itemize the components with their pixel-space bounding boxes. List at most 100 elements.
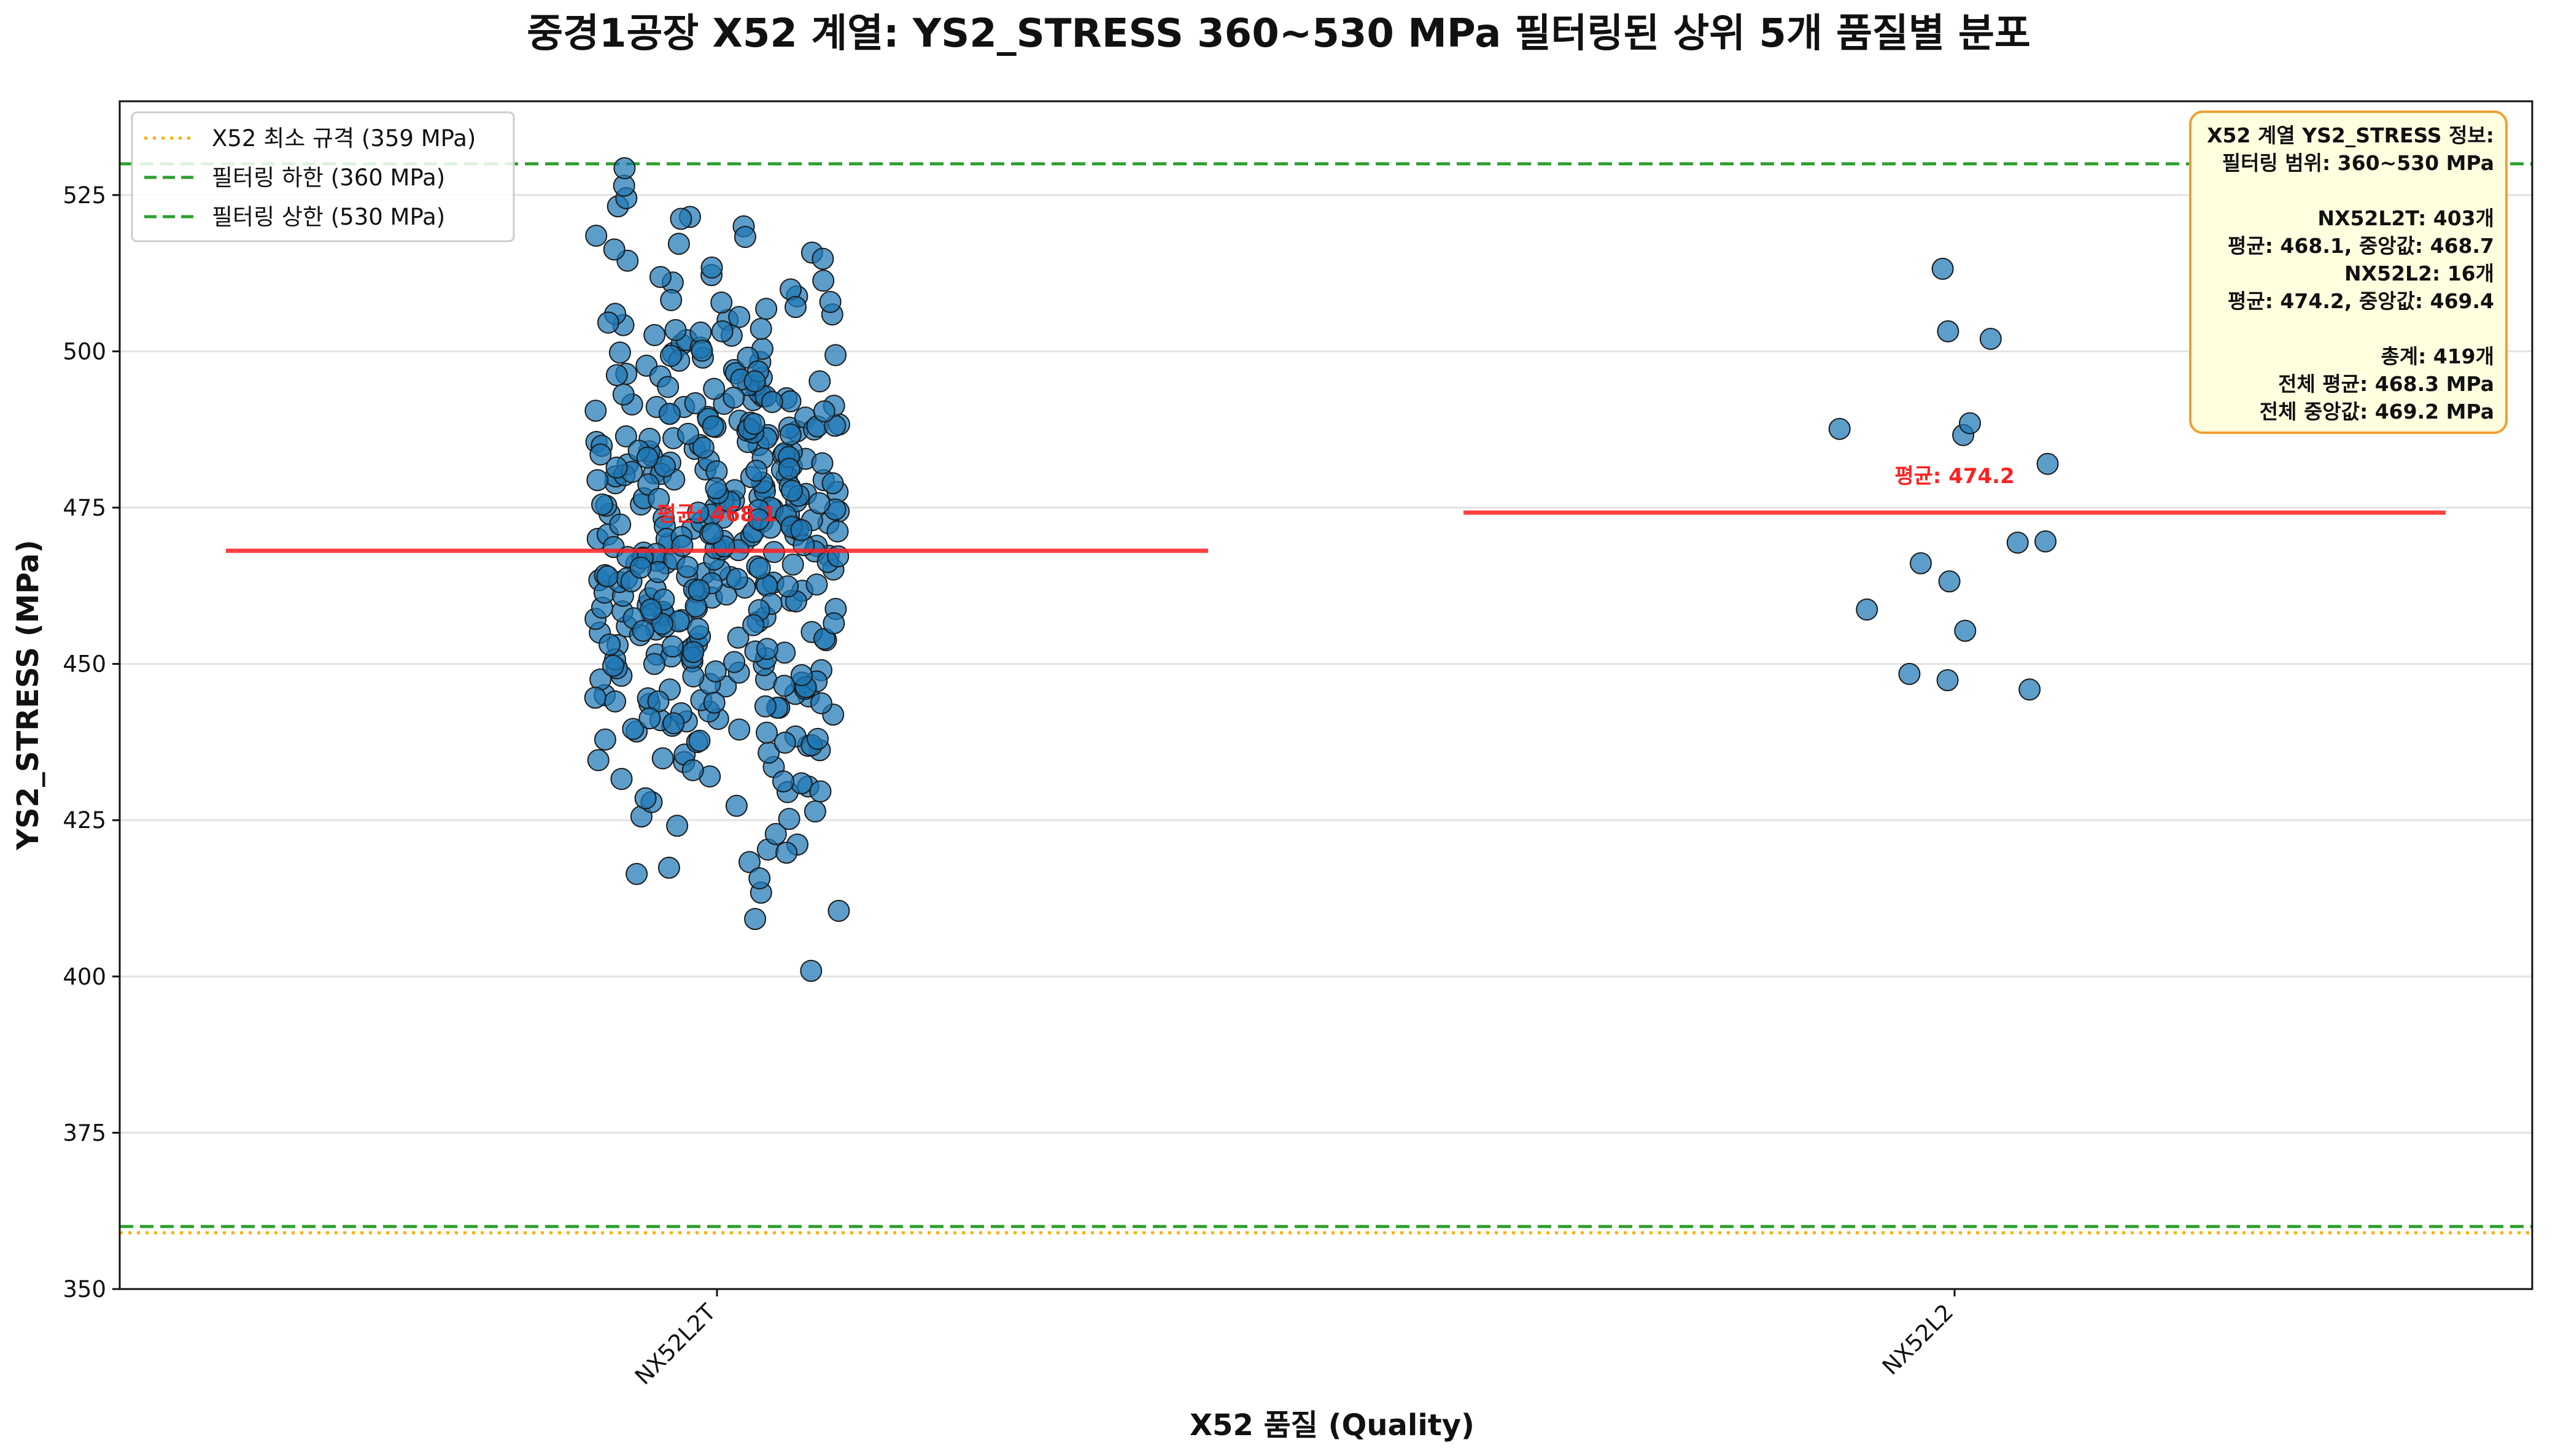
data-point <box>727 626 750 649</box>
data-point <box>677 422 699 445</box>
data-point <box>1856 598 1878 621</box>
data-point <box>671 535 694 557</box>
data-point <box>584 686 607 709</box>
mean-label: 평균: 474.2 <box>1894 464 2015 489</box>
info-box-line: 총계: 419개 <box>2381 344 2494 368</box>
data-point <box>591 493 613 516</box>
data-point <box>705 477 727 500</box>
data-point <box>640 598 662 621</box>
data-point <box>775 842 798 864</box>
data-point <box>609 513 632 536</box>
data-point <box>614 425 637 447</box>
data-point <box>779 423 802 446</box>
data-point <box>800 959 823 982</box>
data-point <box>586 469 609 492</box>
data-point <box>584 400 607 422</box>
data-point <box>726 568 748 591</box>
data-point <box>1910 552 1932 575</box>
data-point <box>808 492 831 514</box>
data-point <box>812 247 834 270</box>
data-point <box>651 747 674 770</box>
data-point <box>587 749 610 772</box>
data-point <box>604 690 626 713</box>
data-point <box>756 638 778 660</box>
data-point <box>809 780 832 803</box>
y-tick-label: 425 <box>63 807 106 834</box>
legend-label: 필터링 하한 (360 MPa) <box>212 165 445 191</box>
data-point <box>813 400 835 423</box>
data-point <box>597 311 619 334</box>
data-point <box>676 556 699 578</box>
data-point <box>812 269 835 292</box>
data-point <box>605 364 628 387</box>
data-point <box>773 675 796 697</box>
data-point <box>596 565 619 587</box>
data-point <box>742 614 765 637</box>
data-point <box>643 323 666 346</box>
data-point <box>654 455 676 478</box>
data-point <box>603 238 626 261</box>
data-point <box>745 459 768 482</box>
data-point <box>2034 530 2057 552</box>
data-point <box>747 508 770 531</box>
data-point <box>2036 452 2059 475</box>
data-point <box>658 403 681 425</box>
data-point <box>662 712 685 735</box>
data-point <box>777 575 799 598</box>
data-point <box>750 317 772 340</box>
info-box-line: 필터링 범위: 360~530 MPa <box>2222 151 2494 175</box>
data-point <box>773 731 796 754</box>
legend: X52 최소 규격 (359 MPa) 필터링 하한 (360 MPa) 필터링 상… <box>131 111 515 242</box>
data-point <box>827 899 850 922</box>
data-point <box>1898 662 1921 685</box>
data-point <box>764 823 787 845</box>
y-tick-label: 375 <box>63 1120 106 1146</box>
data-point <box>811 452 834 474</box>
y-tick-label: 500 <box>63 338 106 365</box>
data-point <box>702 415 724 438</box>
data-point <box>704 660 727 683</box>
info-box-line: 전체 평균: 468.3 MPa <box>2278 372 2494 396</box>
data-point <box>585 225 608 247</box>
data-point <box>643 652 665 675</box>
data-point <box>664 319 687 341</box>
data-point <box>808 370 831 393</box>
x-axis-label: X52 품질 (Quality) <box>1190 1408 1475 1442</box>
data-point <box>728 718 751 741</box>
data-point <box>1979 328 2002 350</box>
info-box-line: NX52L2: 16개 <box>2344 261 2494 285</box>
data-points <box>584 157 2059 982</box>
data-point <box>613 157 636 179</box>
legend-label: 필터링 상한 (530 MPa) <box>212 204 445 230</box>
data-point <box>670 207 692 230</box>
data-point <box>781 553 804 576</box>
data-point <box>634 787 657 810</box>
data-point <box>723 651 746 673</box>
data-point <box>1937 320 1959 343</box>
data-point <box>605 456 628 479</box>
data-point <box>599 633 621 656</box>
data-point <box>612 383 635 406</box>
y-tick-label: 400 <box>63 964 106 990</box>
data-point <box>755 298 778 320</box>
data-point <box>780 479 803 502</box>
info-box-line: 평균: 468.1, 중앙값: 468.7 <box>2228 234 2494 258</box>
data-point <box>772 770 794 792</box>
data-point <box>785 296 807 319</box>
data-point <box>728 306 751 328</box>
data-point <box>666 815 689 837</box>
data-point <box>648 487 670 510</box>
data-point <box>691 339 713 362</box>
info-box-panel <box>2189 110 2508 434</box>
data-point <box>710 291 733 314</box>
legend-label: X52 최소 규격 (359 MPa) <box>212 125 476 152</box>
data-point <box>682 641 705 664</box>
y-axis-label: YS2_STRESS (MPa) <box>11 540 45 850</box>
data-point <box>589 443 612 466</box>
data-point <box>823 612 845 635</box>
data-point <box>629 556 652 579</box>
data-point <box>681 759 704 781</box>
reference-lines <box>120 162 2532 1234</box>
data-point <box>638 707 661 730</box>
